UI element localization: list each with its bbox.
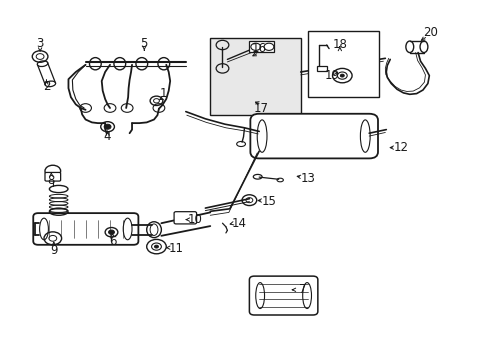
Text: 1: 1 — [160, 87, 167, 100]
Text: 6: 6 — [108, 235, 116, 248]
Text: 12: 12 — [393, 141, 407, 154]
Text: 8: 8 — [47, 174, 55, 186]
FancyBboxPatch shape — [33, 213, 138, 245]
FancyBboxPatch shape — [250, 114, 377, 158]
Circle shape — [108, 230, 114, 234]
FancyBboxPatch shape — [45, 172, 61, 181]
Text: 18: 18 — [332, 39, 346, 51]
Text: 15: 15 — [261, 195, 276, 208]
FancyBboxPatch shape — [174, 212, 196, 224]
Text: 13: 13 — [300, 172, 315, 185]
Text: 20: 20 — [422, 26, 437, 39]
Text: 10: 10 — [188, 213, 203, 226]
Text: 3: 3 — [36, 37, 44, 50]
Text: 16: 16 — [251, 42, 266, 55]
Text: 9: 9 — [50, 244, 58, 257]
Text: 2: 2 — [42, 80, 50, 93]
Bar — [307, 31, 378, 97]
Circle shape — [154, 245, 158, 248]
Circle shape — [104, 124, 111, 129]
Bar — [316, 66, 326, 71]
Text: 14: 14 — [232, 217, 246, 230]
Text: 5: 5 — [140, 37, 148, 50]
Bar — [249, 41, 273, 52]
Bar — [210, 38, 300, 115]
Text: 17: 17 — [254, 102, 268, 114]
Text: 19: 19 — [325, 69, 339, 82]
Circle shape — [340, 74, 344, 77]
Text: 4: 4 — [103, 130, 111, 143]
FancyBboxPatch shape — [249, 276, 317, 315]
Text: 7: 7 — [299, 283, 306, 296]
Text: 11: 11 — [168, 242, 183, 255]
